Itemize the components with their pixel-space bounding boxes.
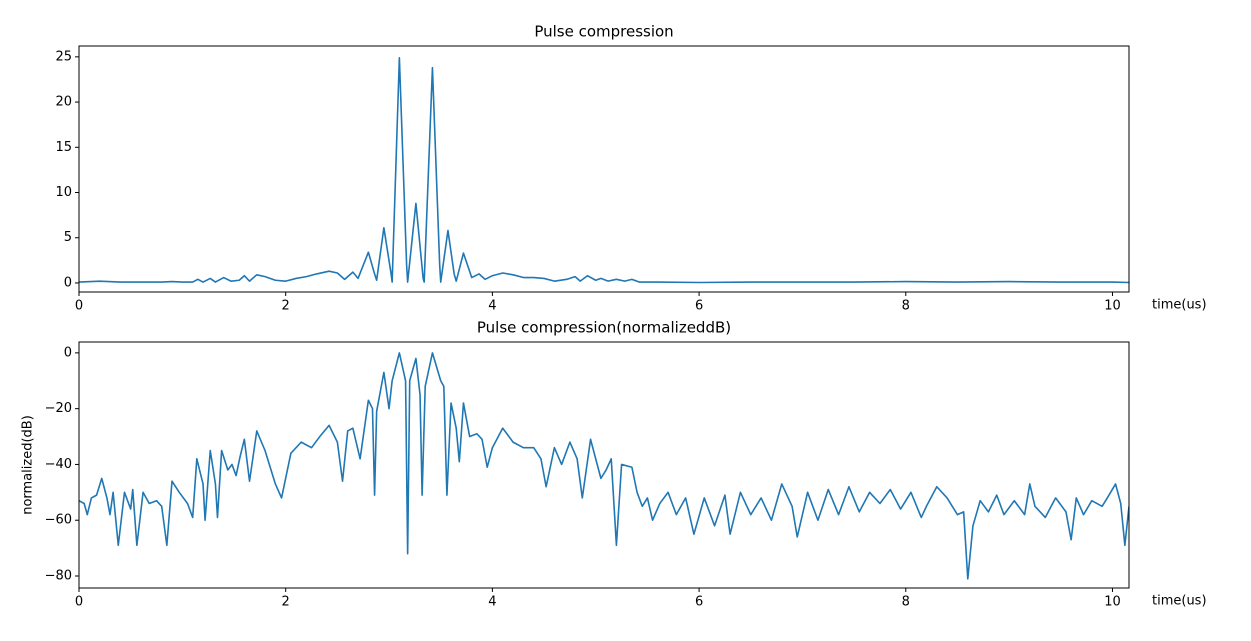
chart-title: Pulse compression(normalizeddB) — [477, 319, 731, 337]
x-tick-label: 2 — [282, 595, 290, 610]
y-tick-label: −80 — [45, 569, 72, 584]
chart-title: Pulse compression — [534, 23, 673, 41]
y-tick-label: −60 — [45, 513, 72, 528]
x-tick-label: 10 — [1104, 299, 1121, 314]
x-tick-label: 0 — [75, 299, 83, 314]
y-tick-label: 15 — [55, 140, 72, 155]
data-line — [79, 352, 1129, 580]
y-tick-label: −20 — [45, 401, 72, 416]
x-axis-label: time(us) — [1152, 298, 1207, 313]
y-tick-label: 0 — [64, 275, 72, 290]
x-tick-label: 8 — [902, 299, 910, 314]
x-tick-label: 0 — [75, 595, 83, 610]
x-tick-label: 8 — [902, 595, 910, 610]
x-tick-label: 6 — [695, 299, 703, 314]
x-tick-label: 6 — [695, 595, 703, 610]
y-tick-label: 10 — [55, 185, 72, 200]
y-tick-label: 5 — [64, 230, 72, 245]
x-tick-label: 4 — [488, 299, 496, 314]
x-tick-label: 10 — [1104, 595, 1121, 610]
y-tick-label: −40 — [45, 457, 72, 472]
y-tick-label: 0 — [64, 345, 72, 360]
x-axis-label: time(us) — [1152, 594, 1207, 609]
x-tick-label: 4 — [488, 595, 496, 610]
y-axis-label: normalized(dB) — [21, 415, 36, 515]
x-tick-label: 2 — [282, 299, 290, 314]
axes-frame — [78, 341, 1130, 589]
data-line — [79, 56, 1129, 284]
y-tick-label: 25 — [55, 49, 72, 64]
axes-frame — [78, 45, 1130, 293]
y-tick-label: 20 — [55, 95, 72, 110]
